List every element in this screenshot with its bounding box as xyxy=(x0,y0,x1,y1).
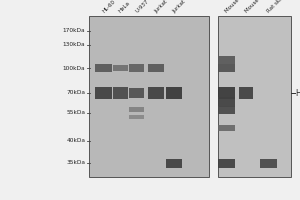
Text: Jurkat: Jurkat xyxy=(154,0,169,14)
Text: HL-60: HL-60 xyxy=(101,0,116,14)
Bar xyxy=(88,16,208,177)
Bar xyxy=(148,87,164,99)
Bar xyxy=(129,64,144,72)
Bar xyxy=(218,125,236,131)
Text: U-937: U-937 xyxy=(134,0,150,14)
Bar xyxy=(218,87,236,99)
Bar xyxy=(166,87,182,99)
Bar xyxy=(129,115,144,119)
Bar xyxy=(218,16,291,177)
Text: Mouse skeletal muscle: Mouse skeletal muscle xyxy=(224,0,272,14)
Text: HeLa: HeLa xyxy=(118,1,131,14)
Bar xyxy=(148,64,164,72)
Text: HIRIP3: HIRIP3 xyxy=(296,88,300,98)
Bar xyxy=(112,65,128,71)
Text: Jurkat: Jurkat xyxy=(172,0,187,14)
Bar xyxy=(218,158,236,168)
Text: 170kDa: 170kDa xyxy=(63,28,86,33)
Bar xyxy=(218,56,236,64)
Bar xyxy=(218,106,236,114)
Bar xyxy=(166,158,182,168)
Text: 55kDa: 55kDa xyxy=(67,110,85,116)
Bar xyxy=(260,158,277,168)
Bar xyxy=(112,87,128,99)
Text: 70kDa: 70kDa xyxy=(67,90,85,96)
Bar xyxy=(129,106,144,112)
Text: 35kDa: 35kDa xyxy=(67,160,85,166)
Bar xyxy=(95,64,112,72)
Text: 130kDa: 130kDa xyxy=(63,43,86,47)
Bar xyxy=(239,87,253,99)
Bar xyxy=(218,64,236,72)
Bar xyxy=(218,97,236,107)
Bar xyxy=(129,88,144,98)
Text: Rat skeletal muscle: Rat skeletal muscle xyxy=(266,0,300,14)
Text: 40kDa: 40kDa xyxy=(67,138,85,144)
Text: 100kDa: 100kDa xyxy=(63,66,86,71)
Bar xyxy=(95,87,112,99)
Text: Mouse liver: Mouse liver xyxy=(244,0,270,14)
